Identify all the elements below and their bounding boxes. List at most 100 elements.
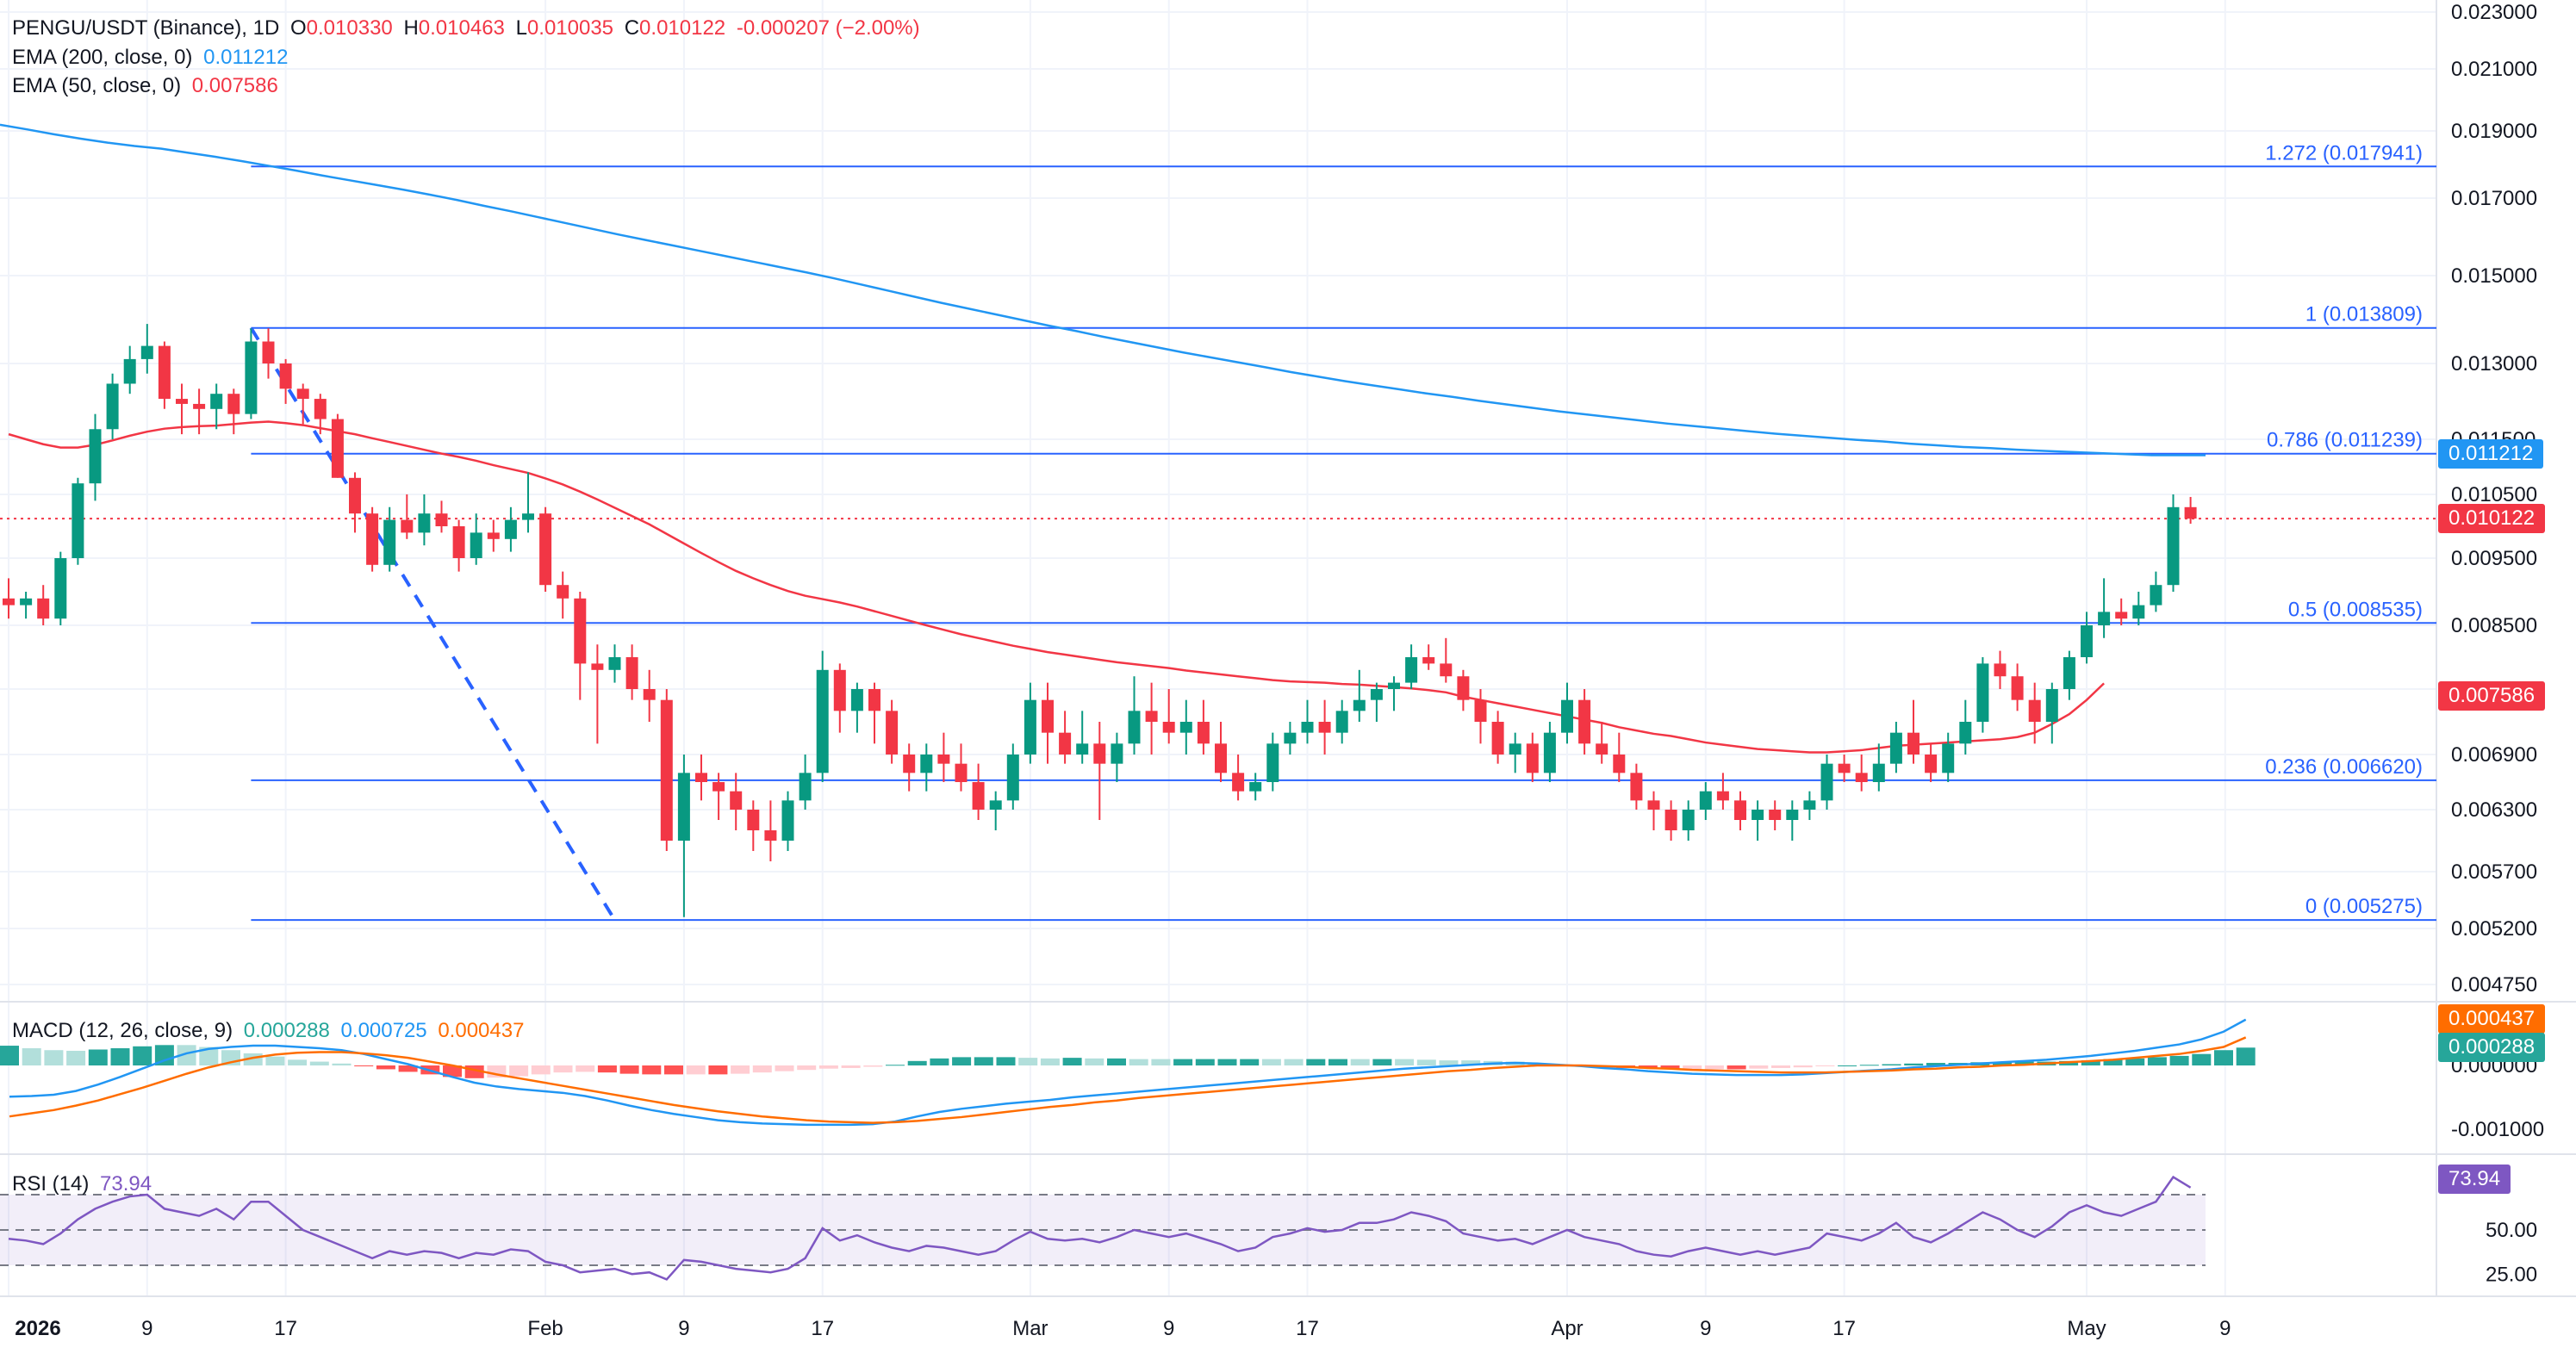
candle-body <box>72 483 84 558</box>
time-tick-label: 2026 <box>15 1317 60 1340</box>
price-tick-label: 0.021000 <box>2451 58 2537 81</box>
candle <box>2045 682 2058 744</box>
candle-body <box>1526 743 1539 773</box>
candle-body <box>349 477 361 514</box>
macd-histogram-bar <box>1793 1065 1813 1068</box>
trend-line[interactable] <box>0 326 2436 922</box>
macd-histogram-bar <box>2103 1059 2123 1065</box>
candle <box>1318 699 1331 755</box>
candle-body <box>1422 657 1435 664</box>
rsi-pane <box>0 1175 2206 1281</box>
macd-histogram-bar <box>1040 1058 1060 1065</box>
candle-body <box>1664 810 1677 830</box>
candle <box>1405 644 1418 689</box>
candle-body <box>1301 722 1314 733</box>
candle-body <box>279 363 292 389</box>
candle-body <box>955 763 968 782</box>
ema200-badge: 0.011212 <box>2438 439 2544 469</box>
candle <box>2063 650 2075 700</box>
macd-histogram-bar <box>1018 1058 1038 1065</box>
candle <box>1838 755 1851 782</box>
candle <box>1111 732 1123 782</box>
candle <box>625 644 638 700</box>
macd-histogram-bar <box>664 1065 683 1075</box>
candle <box>1872 743 1885 792</box>
macd-histogram-bar <box>531 1065 551 1075</box>
candle-body <box>868 689 880 711</box>
candle <box>470 513 482 565</box>
candle-body <box>1942 743 1955 773</box>
candle <box>1907 699 1920 764</box>
candle <box>1613 732 1626 782</box>
candle-body <box>2045 689 2058 722</box>
candle-body <box>262 341 275 363</box>
candle <box>1457 669 1470 711</box>
macd-histogram-bar <box>133 1046 152 1065</box>
macd-signal-value: 0.000437 <box>438 1019 525 1042</box>
candle-body <box>1042 699 1054 733</box>
candle <box>730 773 743 830</box>
macd-histogram-bar <box>1240 1059 1260 1065</box>
candle-body <box>1803 800 1816 810</box>
macd-histogram-bar <box>1416 1059 1436 1065</box>
candle-body <box>1111 743 1123 764</box>
candle <box>1162 689 1175 744</box>
ema50-badge: 0.007586 <box>2438 681 2546 711</box>
candle-body <box>2063 657 2075 689</box>
candle <box>989 791 1002 830</box>
candle <box>1578 689 1591 755</box>
macd-histogram-bar <box>110 1048 130 1065</box>
candle-body <box>1682 810 1695 830</box>
candle-body <box>1457 676 1470 700</box>
candle <box>574 592 587 700</box>
candle-body <box>677 773 690 841</box>
macd-histogram-bar <box>686 1065 706 1075</box>
fibonacci-retracement[interactable]: 1.272 (0.017941) 1 (0.013809) 0.786 (0.011… <box>251 141 2436 922</box>
fib-level-label: 1.272 (0.017941) <box>2265 141 2423 165</box>
candle <box>1335 699 1348 744</box>
candle-body <box>1925 755 1938 773</box>
candle-body <box>1197 722 1210 744</box>
last-price-badge: 0.010122 <box>2438 504 2546 533</box>
price-tick-label: 0.005700 <box>2451 860 2537 884</box>
candle <box>677 755 690 917</box>
candle <box>1128 676 1141 755</box>
macd-histogram-bar <box>1328 1059 1347 1065</box>
candle-body <box>1179 722 1192 733</box>
candle-body <box>591 663 604 670</box>
macd-histogram-bar <box>1815 1065 1835 1066</box>
macd-histogram-bar <box>154 1045 174 1065</box>
candle-body <box>2184 506 2197 519</box>
candle <box>1474 689 1487 744</box>
macd-histogram-bar <box>1749 1065 1769 1069</box>
time-tick-label: 9 <box>2219 1317 2231 1340</box>
candle <box>1284 722 1297 755</box>
candle-body <box>903 755 916 773</box>
candle-body <box>643 689 656 700</box>
candle <box>1596 722 1608 764</box>
candle <box>1024 682 1036 764</box>
macd-histogram-bar <box>818 1065 838 1069</box>
candle <box>850 682 863 733</box>
price-legend: PENGU/USDT (Binance), 1D O0.010330 H0.01… <box>12 14 925 43</box>
candle <box>1353 669 1366 722</box>
candle-body <box>1786 810 1799 820</box>
candle-body <box>1959 722 1972 744</box>
candle <box>955 743 968 792</box>
ema50-legend: EMA (50, close, 0) 0.007586 <box>12 71 283 101</box>
candle <box>695 755 707 801</box>
candle-body <box>210 394 223 409</box>
macd-histogram-bar <box>597 1065 617 1073</box>
candle-body <box>1838 763 1851 773</box>
close-label: C <box>624 16 640 40</box>
macd-histogram-bar <box>576 1065 595 1072</box>
price-tick-label: 0.017000 <box>2451 187 2537 210</box>
candle-body <box>1440 663 1453 677</box>
candle-body <box>1543 732 1556 773</box>
macd-histogram-bar <box>1350 1059 1370 1065</box>
candle <box>123 345 136 394</box>
candle <box>2150 571 2162 612</box>
macd-histogram-bar <box>177 1045 196 1065</box>
candle <box>1682 800 1695 841</box>
